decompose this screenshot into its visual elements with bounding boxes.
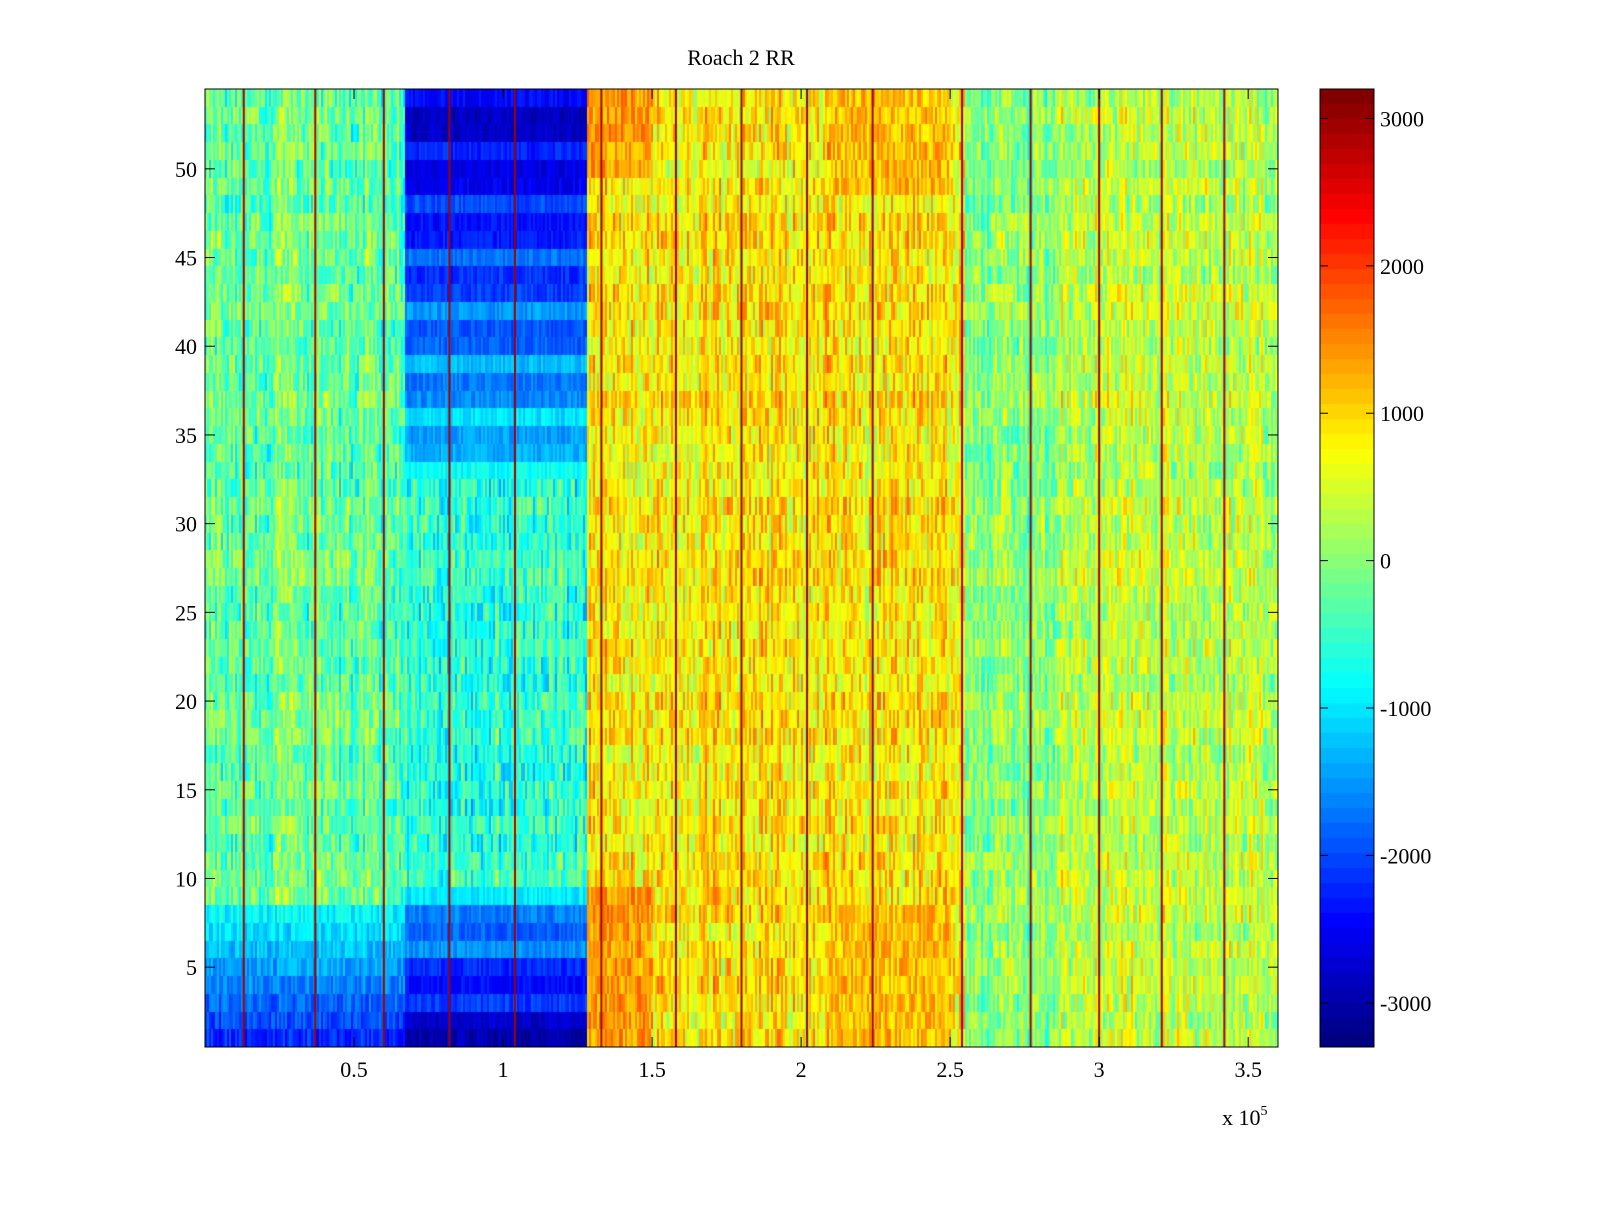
y-tick-label: 15 bbox=[175, 778, 197, 803]
axes-frame bbox=[204, 88, 1279, 1048]
y-tick-label: 40 bbox=[175, 334, 197, 359]
x-tick-label: 1.5 bbox=[638, 1057, 666, 1082]
x-exponent-power: 5 bbox=[1261, 1104, 1268, 1119]
colorbar-tick-label: -2000 bbox=[1380, 843, 1431, 868]
colorbar-ticks: 3000 2000 1000 0 -1000 -2000 -3000 bbox=[1320, 106, 1431, 1016]
colorbar-tick-label: -1000 bbox=[1380, 696, 1431, 721]
x-tick-label: 3.5 bbox=[1234, 1057, 1262, 1082]
colorbar-tick-label: 2000 bbox=[1380, 254, 1424, 279]
y-tick-label: 10 bbox=[175, 866, 197, 891]
y-tick-label: 35 bbox=[175, 423, 197, 448]
x-tick-label: 1 bbox=[498, 1057, 509, 1082]
y-tick-label: 5 bbox=[186, 955, 197, 980]
y-tick-label: 50 bbox=[175, 157, 197, 182]
y-tick-label: 45 bbox=[175, 246, 197, 271]
colorbar-tick-label: 0 bbox=[1380, 549, 1391, 574]
colorbar-frame bbox=[1319, 88, 1375, 1048]
x-tick-label: 0.5 bbox=[340, 1057, 368, 1082]
colorbar-tick-label: 3000 bbox=[1380, 106, 1424, 131]
colorbar-tick-label: 1000 bbox=[1380, 401, 1424, 426]
x-tick-label: 2.5 bbox=[936, 1057, 964, 1082]
x-tick-label: 3 bbox=[1094, 1057, 1105, 1082]
y-tick-label: 30 bbox=[175, 512, 197, 537]
y-tick-label: 25 bbox=[175, 600, 197, 625]
colorbar-tick-label: -3000 bbox=[1380, 991, 1431, 1016]
colorbar bbox=[1320, 89, 1374, 1047]
x-exponent-base: x 10 bbox=[1222, 1105, 1261, 1130]
x-tick-label: 2 bbox=[796, 1057, 807, 1082]
x-axis-ticks: 0.5 1 1.5 2 2.5 3 3.5 bbox=[340, 89, 1262, 1082]
colorbar-canvas bbox=[1320, 89, 1374, 1047]
y-axis-ticks: 5 10 15 20 25 30 35 40 45 50 bbox=[175, 157, 1278, 980]
chart-title: Roach 2 RR bbox=[687, 45, 795, 70]
heatmap-plot-area bbox=[205, 89, 1278, 1047]
heatmap-canvas bbox=[205, 89, 1278, 1047]
y-tick-label: 20 bbox=[175, 689, 197, 714]
x-axis-exponent-label: x 105 bbox=[1222, 1104, 1268, 1130]
